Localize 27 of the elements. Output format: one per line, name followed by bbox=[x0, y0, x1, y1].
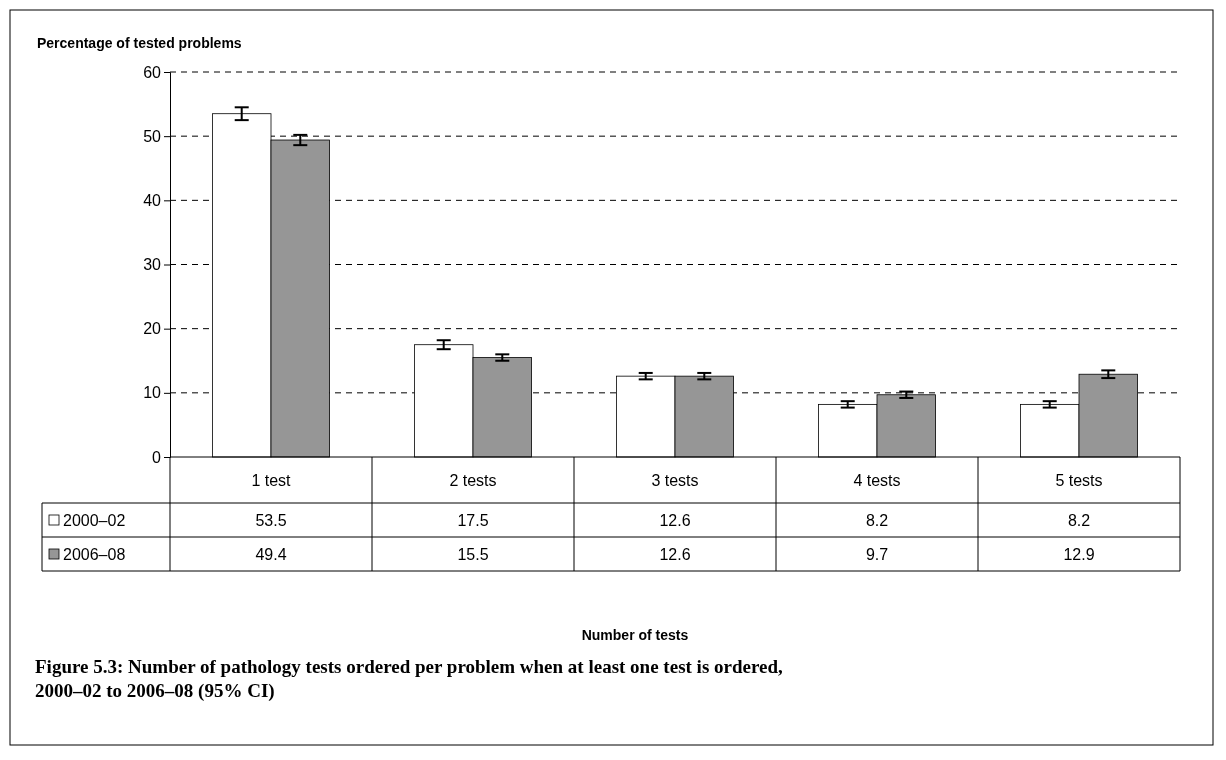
data-label: 49.4 bbox=[255, 546, 287, 563]
legend-label: 2006–08 bbox=[63, 546, 126, 563]
legend-label: 2000–02 bbox=[63, 512, 126, 529]
y-tick-label: 30 bbox=[143, 256, 162, 274]
data-label: 8.2 bbox=[865, 512, 889, 529]
data-label: 15.5 bbox=[457, 546, 489, 563]
y-tick-label: 50 bbox=[143, 127, 162, 145]
text: Number of tests bbox=[581, 627, 689, 643]
data-label: 9.7 bbox=[865, 546, 889, 563]
data-label: 53.5 bbox=[255, 512, 287, 529]
y-tick-label: 0 bbox=[152, 448, 162, 466]
y-tick-label: 10 bbox=[143, 384, 162, 402]
y-tick-label: 40 bbox=[143, 191, 162, 209]
x-tick-label: 1 test bbox=[251, 472, 292, 489]
y-tick-label: 20 bbox=[143, 320, 162, 338]
data-label: 12.6 bbox=[659, 512, 691, 529]
text: Figure 5.3: Number of pathology tests ordered per problem when at least one test is ordered, 2000–02 to 2006–08 (95% CI) bbox=[35, 656, 784, 702]
data-label: 8.2 bbox=[1067, 512, 1091, 529]
y-axis-title: Percentage of tested problems bbox=[37, 35, 242, 51]
y-tick-label: 60 bbox=[143, 63, 162, 81]
x-tick-label: 3 tests bbox=[651, 472, 699, 489]
x-tick-label: 2 tests bbox=[449, 472, 497, 489]
data-label: 12.6 bbox=[659, 546, 691, 563]
data-label: 12.9 bbox=[1063, 546, 1095, 563]
x-tick-label: 5 tests bbox=[1055, 472, 1103, 489]
data-label: 17.5 bbox=[457, 512, 489, 529]
x-tick-label: 4 tests bbox=[853, 472, 901, 489]
